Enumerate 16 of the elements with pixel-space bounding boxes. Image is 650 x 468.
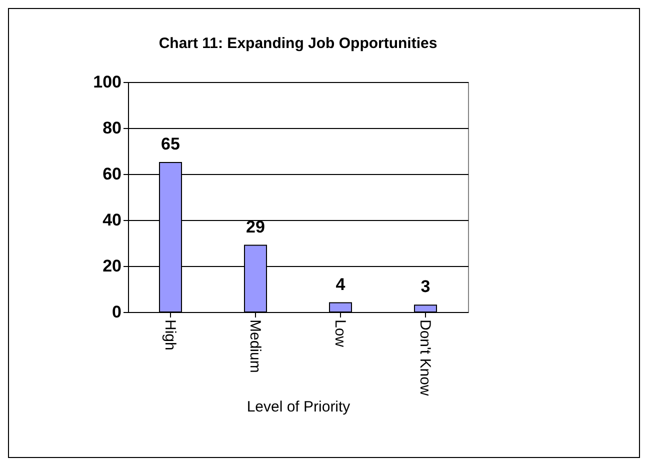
- x-axis-title: Level of Priority: [246, 398, 351, 416]
- data-label: 4: [336, 274, 346, 294]
- data-label: 65: [161, 134, 180, 154]
- y-tick-label: 40: [102, 210, 122, 230]
- x-tick-label: Low: [332, 320, 348, 348]
- y-tick-label: 60: [102, 164, 122, 184]
- y-tick-label: 80: [102, 118, 122, 138]
- chart-title: Chart 11: Expanding Job Opportunities: [158, 35, 438, 52]
- data-label: 29: [246, 217, 265, 236]
- x-tick-label: Don't Know: [416, 320, 434, 396]
- y-tick-label: 100: [93, 72, 122, 92]
- data-label: 3: [420, 277, 430, 296]
- x-tick-label: Medium: [246, 320, 264, 373]
- x-tick-label: High: [162, 320, 178, 350]
- y-tick-label: 20: [102, 256, 122, 276]
- y-tick-label: 0: [112, 302, 122, 322]
